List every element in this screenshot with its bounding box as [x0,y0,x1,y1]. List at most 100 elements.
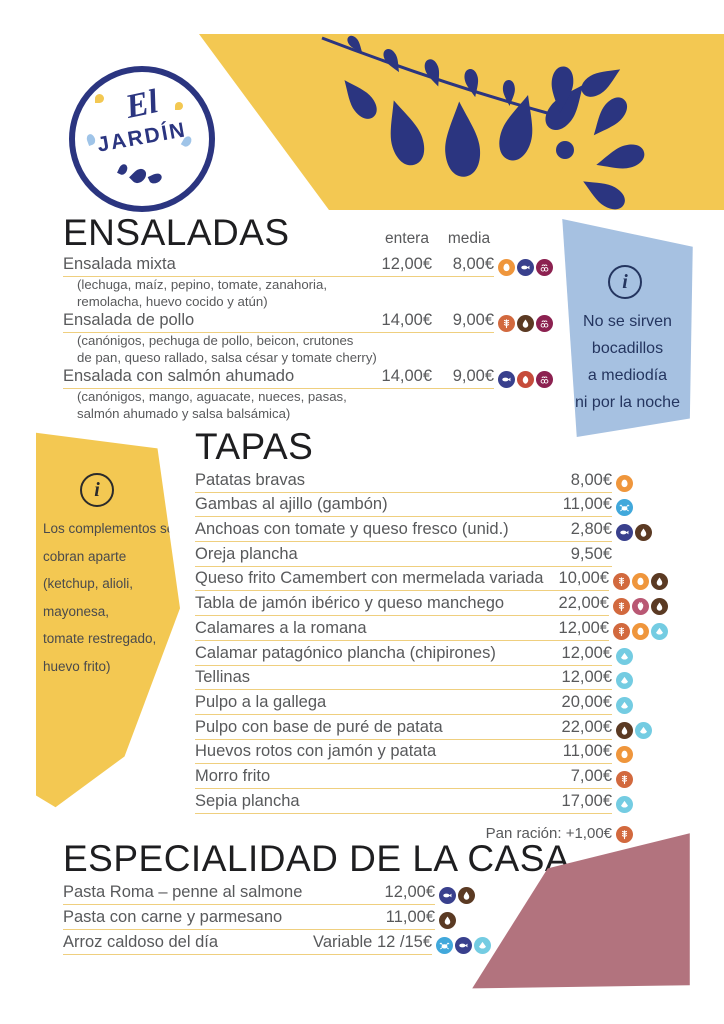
allergen-milk-icon [651,573,668,591]
menu-item: Huevos rotos con jamón y patata 11,00€ [195,740,670,765]
item-name: Oreja plancha [195,544,298,563]
logo-splash-icon [175,102,183,110]
menu-item: Calamares a la romana 12,00€ [195,616,670,641]
allergen-gluten-icon [613,622,630,640]
item-price: 12,00€ [561,643,612,662]
item-name: Calamares a la romana [195,618,367,637]
allergen-egg-icon [632,622,649,640]
price-column-headers: entera media [379,230,497,248]
item-name: Tabla de jamón ibérico y queso manchego [195,594,505,613]
item-price: 2,80€ [570,520,612,539]
item-price: 12,00€ [384,883,435,901]
menu-item: Pulpo a la gallega 20,00€ [195,690,670,715]
logo-splash-icon [129,166,149,186]
item-price-entera: 12,00€ [381,255,432,273]
item-name: Pasta con carne y parmesano [63,908,283,926]
item-name: Anchoas con tomate y queso fresco (unid.… [195,520,509,539]
item-name: Huevos rotos con jamón y patata [195,742,437,761]
menu-item: Tabla de jamón ibérico y queso manchego … [195,591,670,617]
item-price-media: 9,00€ [452,367,494,385]
allergen-icons [612,566,670,567]
allergen-icons [612,672,670,690]
allergen-icons [432,937,493,955]
allergen-milk-icon [651,598,668,616]
allergen-molluscs-icon [651,622,668,640]
item-name: Ensalada con salmón ahumado [63,367,295,385]
allergen-icons [612,696,670,715]
allergen-fish-icon [498,371,515,388]
menu-item: Ensalada con salmón ahumado 14,00€ 9,00€… [63,366,555,422]
allergen-fish-icon [616,524,633,542]
item-name: Pasta Roma – penne al salmone [63,883,303,901]
item-price: 17,00€ [561,791,612,810]
item-price: 10,00€ [558,569,609,588]
allergen-molluscs-icon [616,647,633,665]
menu-item: Queso frito Camembert con mermelada vari… [195,567,670,592]
allergen-milk-icon [616,721,633,739]
item-price: 11,00€ [562,742,612,761]
item-price-entera: 14,00€ [381,311,432,329]
menu-item: Ensalada mixta 12,00€ 8,00€ (lechuga, ma… [63,254,555,310]
allergen-gluten-icon [616,826,633,844]
logo-splash-icon [95,94,104,103]
logo-splash-icon [147,171,164,186]
allergen-fish-icon [455,937,472,954]
allergen-icons [612,746,670,764]
allergen-gluten-icon [613,598,630,616]
menu-item: Pulpo con base de puré de patata 22,00€ [195,715,670,740]
info-icon: i [80,473,114,507]
restaurant-logo: El Jardín [69,66,215,212]
item-price: 12,00€ [558,618,609,637]
menu-item: Pasta Roma – penne al salmone 12,00€ [63,880,493,905]
info-text: Los complementos se cobran aparte (ketchup… [43,521,175,674]
allergen-fish-icon [439,887,456,904]
allergen-gluten-icon [498,315,515,332]
allergen-molluscs-icon [474,937,491,954]
item-name: Ensalada mixta [63,255,176,273]
menu-item: Ensalada de pollo 14,00€ 9,00€ (canónigo… [63,310,555,366]
section-title-tapas: TAPAS [195,426,314,467]
allergen-milk-icon [517,315,534,332]
section-title-ensaladas: ENSALADAS [63,212,290,253]
allergen-icons [612,770,670,789]
allergen-icons [612,826,670,844]
allergen-egg-icon [616,746,633,764]
allergen-gluten-icon [613,573,630,591]
item-price-media: 9,00€ [452,311,494,329]
info-text: No se sirven bocadillos a mediodía ni por l… [575,313,680,411]
menu-item: Pasta con carne y parmesano 11,00€ [63,905,493,930]
allergen-icons [609,573,670,591]
menu-item: Gambas al ajillo (gambón) 11,00€ [195,493,670,518]
allergen-icons [435,887,493,905]
allergen-egg-icon [632,573,649,591]
item-price: 22,00€ [558,594,609,613]
item-price: 9,50€ [570,544,612,563]
item-price: 11,00€ [562,495,612,514]
allergen-icons [609,598,670,616]
item-price: 22,00€ [561,717,612,736]
allergen-sulphites-icon [536,259,553,276]
allergen-icons [494,371,555,389]
item-price: Variable 12 /15€ [313,933,432,951]
pan-note-row: Pan ración: +1,00€ [195,820,670,845]
item-name: Patatas bravas [195,470,306,489]
item-name: Ensalada de pollo [63,311,195,329]
pan-note: Pan ración: +1,00€ [485,825,612,843]
item-price-entera: 14,00€ [381,367,432,385]
info-box-no-bocadillos: i No se sirven bocadillos a mediodía ni por… [562,218,693,438]
menu-item: Sepia plancha 17,00€ [195,789,670,814]
allergen-icons [612,474,670,493]
item-price: 11,00€ [385,908,435,926]
allergen-molluscs-icon [616,672,633,690]
allergen-icons [612,647,670,666]
allergen-icons [494,259,555,277]
allergen-crustaceans-icon [616,499,633,517]
allergen-icons [612,721,670,740]
allergen-molluscs-icon [616,696,633,714]
allergen-milk-icon [458,887,475,904]
column-header-entera: entera [385,230,429,247]
allergen-icons [612,795,670,814]
section-ensaladas: ENSALADAS entera media Ensalada mixta 12… [63,214,555,422]
allergen-icons [612,524,670,542]
item-price: 12,00€ [561,668,612,687]
